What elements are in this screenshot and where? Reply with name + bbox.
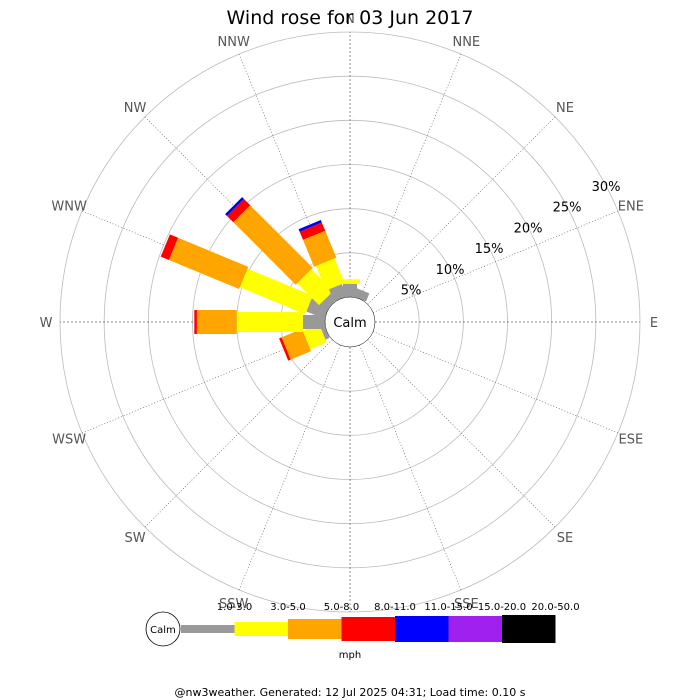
direction-bars [160,197,370,361]
radial-tick-20: 20% [514,221,543,236]
legend-label-6: 20.0-50.0 [531,602,579,613]
legend-swatch-0 [181,625,235,633]
bar-nw-bin-1 [297,269,334,306]
spoke-nne [359,53,462,300]
direction-label-nne: NNE [452,35,480,50]
radial-tick-10: 10% [436,263,465,278]
legend-swatch-6 [502,615,556,643]
spoke-wsw [81,331,328,434]
spoke-ssw [238,344,341,591]
legend-swatch-4 [395,616,449,642]
bar-w-bin-0 [302,315,325,329]
bar-nw-bin-4 [225,197,244,216]
direction-label-w: W [40,316,53,331]
legend-label-3: 8.0-11.0 [374,602,416,613]
radial-tick-labels: 5% 10% 15% 20% 25% 30% [401,180,621,299]
bar-wsw-bin-1 [302,324,327,350]
spoke-sw [144,339,333,528]
bar-nne-bin-0 [353,288,370,302]
bar-nnw-bin-4 [298,220,322,232]
bar-w-bin-2 [196,310,237,334]
bar-wnw-bin-1 [239,268,313,315]
calm-label: Calm [333,316,366,331]
bar-wsw-bin-3 [279,337,291,361]
bar-w-bin-1 [236,312,303,332]
legend-swatch-3 [341,617,395,641]
legend-label-1: 3.0-5.0 [270,602,305,613]
spoke-sse [359,344,462,591]
bar-wnw-bin-2 [168,237,249,289]
spoke-ene [372,210,619,313]
legend-swatch-1 [234,622,288,636]
direction-labels: NNNENEENEEESESESSESSSWSWWSWWWNWNWNNW [40,12,659,635]
radial-tick-25: 25% [553,201,582,216]
direction-label-n: N [345,12,355,27]
legend-label-5: 15.0-20.0 [478,602,526,613]
spoke-nnw [238,53,341,300]
direction-label-e: E [650,316,658,331]
direction-label-nw: NW [124,101,147,116]
radial-tick-5: 5% [401,284,422,299]
direction-label-ne: NE [556,101,574,116]
direction-label-ssw: SSW [219,597,249,612]
bar-wsw-bin-2 [281,328,312,360]
legend-label-4: 11.0-15.0 [424,602,472,613]
bar-nnw-bin-0 [328,284,347,302]
legend-label-0: 1.0-3.0 [217,602,252,613]
bar-n-bin-0 [343,283,357,297]
bar-w-bin-3 [194,310,197,334]
bar-wnw-bin-3 [160,234,179,260]
direction-label-ene: ENE [618,200,644,215]
direction-label-wsw: WSW [52,432,86,447]
direction-label-sse: SSE [454,597,479,612]
legend-swatch-2 [288,619,342,639]
bar-nnw-bin-3 [299,222,326,240]
footer-text: @nw3weather. Generated: 12 Jul 2025 04:3… [175,686,526,699]
direction-label-nnw: NNW [218,35,250,50]
direction-label-sw: SW [124,531,145,546]
chart-title: Wind rose for 03 Jun 2017 [227,7,474,29]
spoke-ese [372,331,619,434]
legend: Calm 1.0-3.0 3.0-5.0 5.0-8.0 8.0-11.0 11.0-1… [145,602,580,647]
bar-n-bin-1 [340,279,360,284]
direction-label-ese: ESE [619,432,644,447]
calm-circle: Calm [324,296,376,348]
legend-units: mph [339,650,361,661]
direction-label-se: SE [557,531,573,546]
radial-tick-15: 15% [475,242,504,257]
bar-nnw-bin-1 [316,258,345,291]
spoke-se [367,339,556,528]
bar-nw-bin-3 [227,199,251,223]
direction-label-wnw: WNW [51,200,87,215]
radial-tick-30: 30% [592,180,621,195]
legend-label-2: 5.0-8.0 [324,602,359,613]
legend-swatch-5 [448,616,502,642]
direction-spokes [60,32,640,612]
spoke-ne [367,116,556,305]
bar-nw-bin-2 [233,205,313,285]
legend-calm-label: Calm [150,625,176,636]
bar-nnw-bin-2 [303,230,337,267]
